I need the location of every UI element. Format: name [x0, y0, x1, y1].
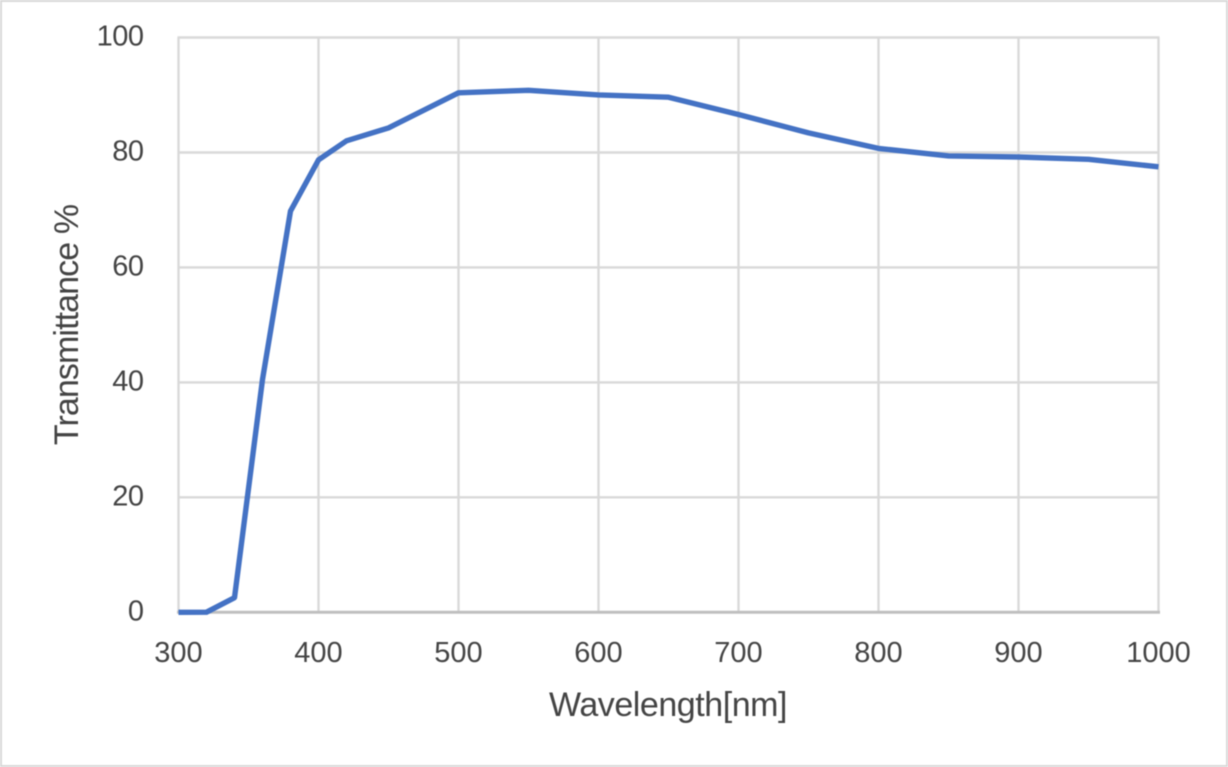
- svg-text:Wavelength[nm]: Wavelength[nm]: [549, 686, 787, 724]
- svg-text:500: 500: [434, 637, 482, 669]
- svg-text:700: 700: [714, 637, 762, 669]
- svg-text:800: 800: [854, 637, 902, 669]
- svg-text:300: 300: [154, 637, 202, 669]
- svg-text:1000: 1000: [1126, 637, 1191, 669]
- svg-text:60: 60: [112, 250, 143, 282]
- svg-text:400: 400: [294, 637, 342, 669]
- svg-text:0: 0: [128, 595, 144, 627]
- svg-text:100: 100: [97, 21, 144, 53]
- svg-text:80: 80: [112, 136, 143, 168]
- svg-text:40: 40: [112, 365, 143, 397]
- svg-text:600: 600: [574, 637, 622, 669]
- svg-text:900: 900: [994, 637, 1042, 669]
- svg-text:Transmittance %: Transmittance %: [48, 204, 86, 445]
- svg-text:20: 20: [112, 480, 143, 512]
